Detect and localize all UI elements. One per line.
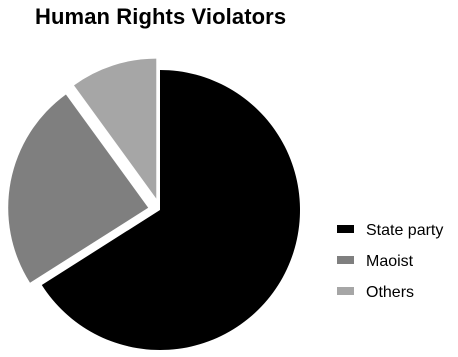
- legend-swatch-state-party: [337, 225, 354, 233]
- legend-swatch-others: [337, 287, 354, 295]
- pie-slice-others: [74, 58, 157, 199]
- chart-title: Human Rights Violators: [35, 4, 287, 29]
- legend: State party Maoist Others: [337, 222, 443, 301]
- pie-slice-maoist: [8, 94, 149, 283]
- pie-slice-state-party: [41, 70, 301, 351]
- legend-label-state-party: State party: [366, 222, 443, 239]
- legend-label-others: Others: [366, 284, 414, 301]
- pie-slices: [8, 58, 301, 351]
- legend-swatch-maoist: [337, 256, 354, 264]
- legend-label-maoist: Maoist: [366, 253, 414, 270]
